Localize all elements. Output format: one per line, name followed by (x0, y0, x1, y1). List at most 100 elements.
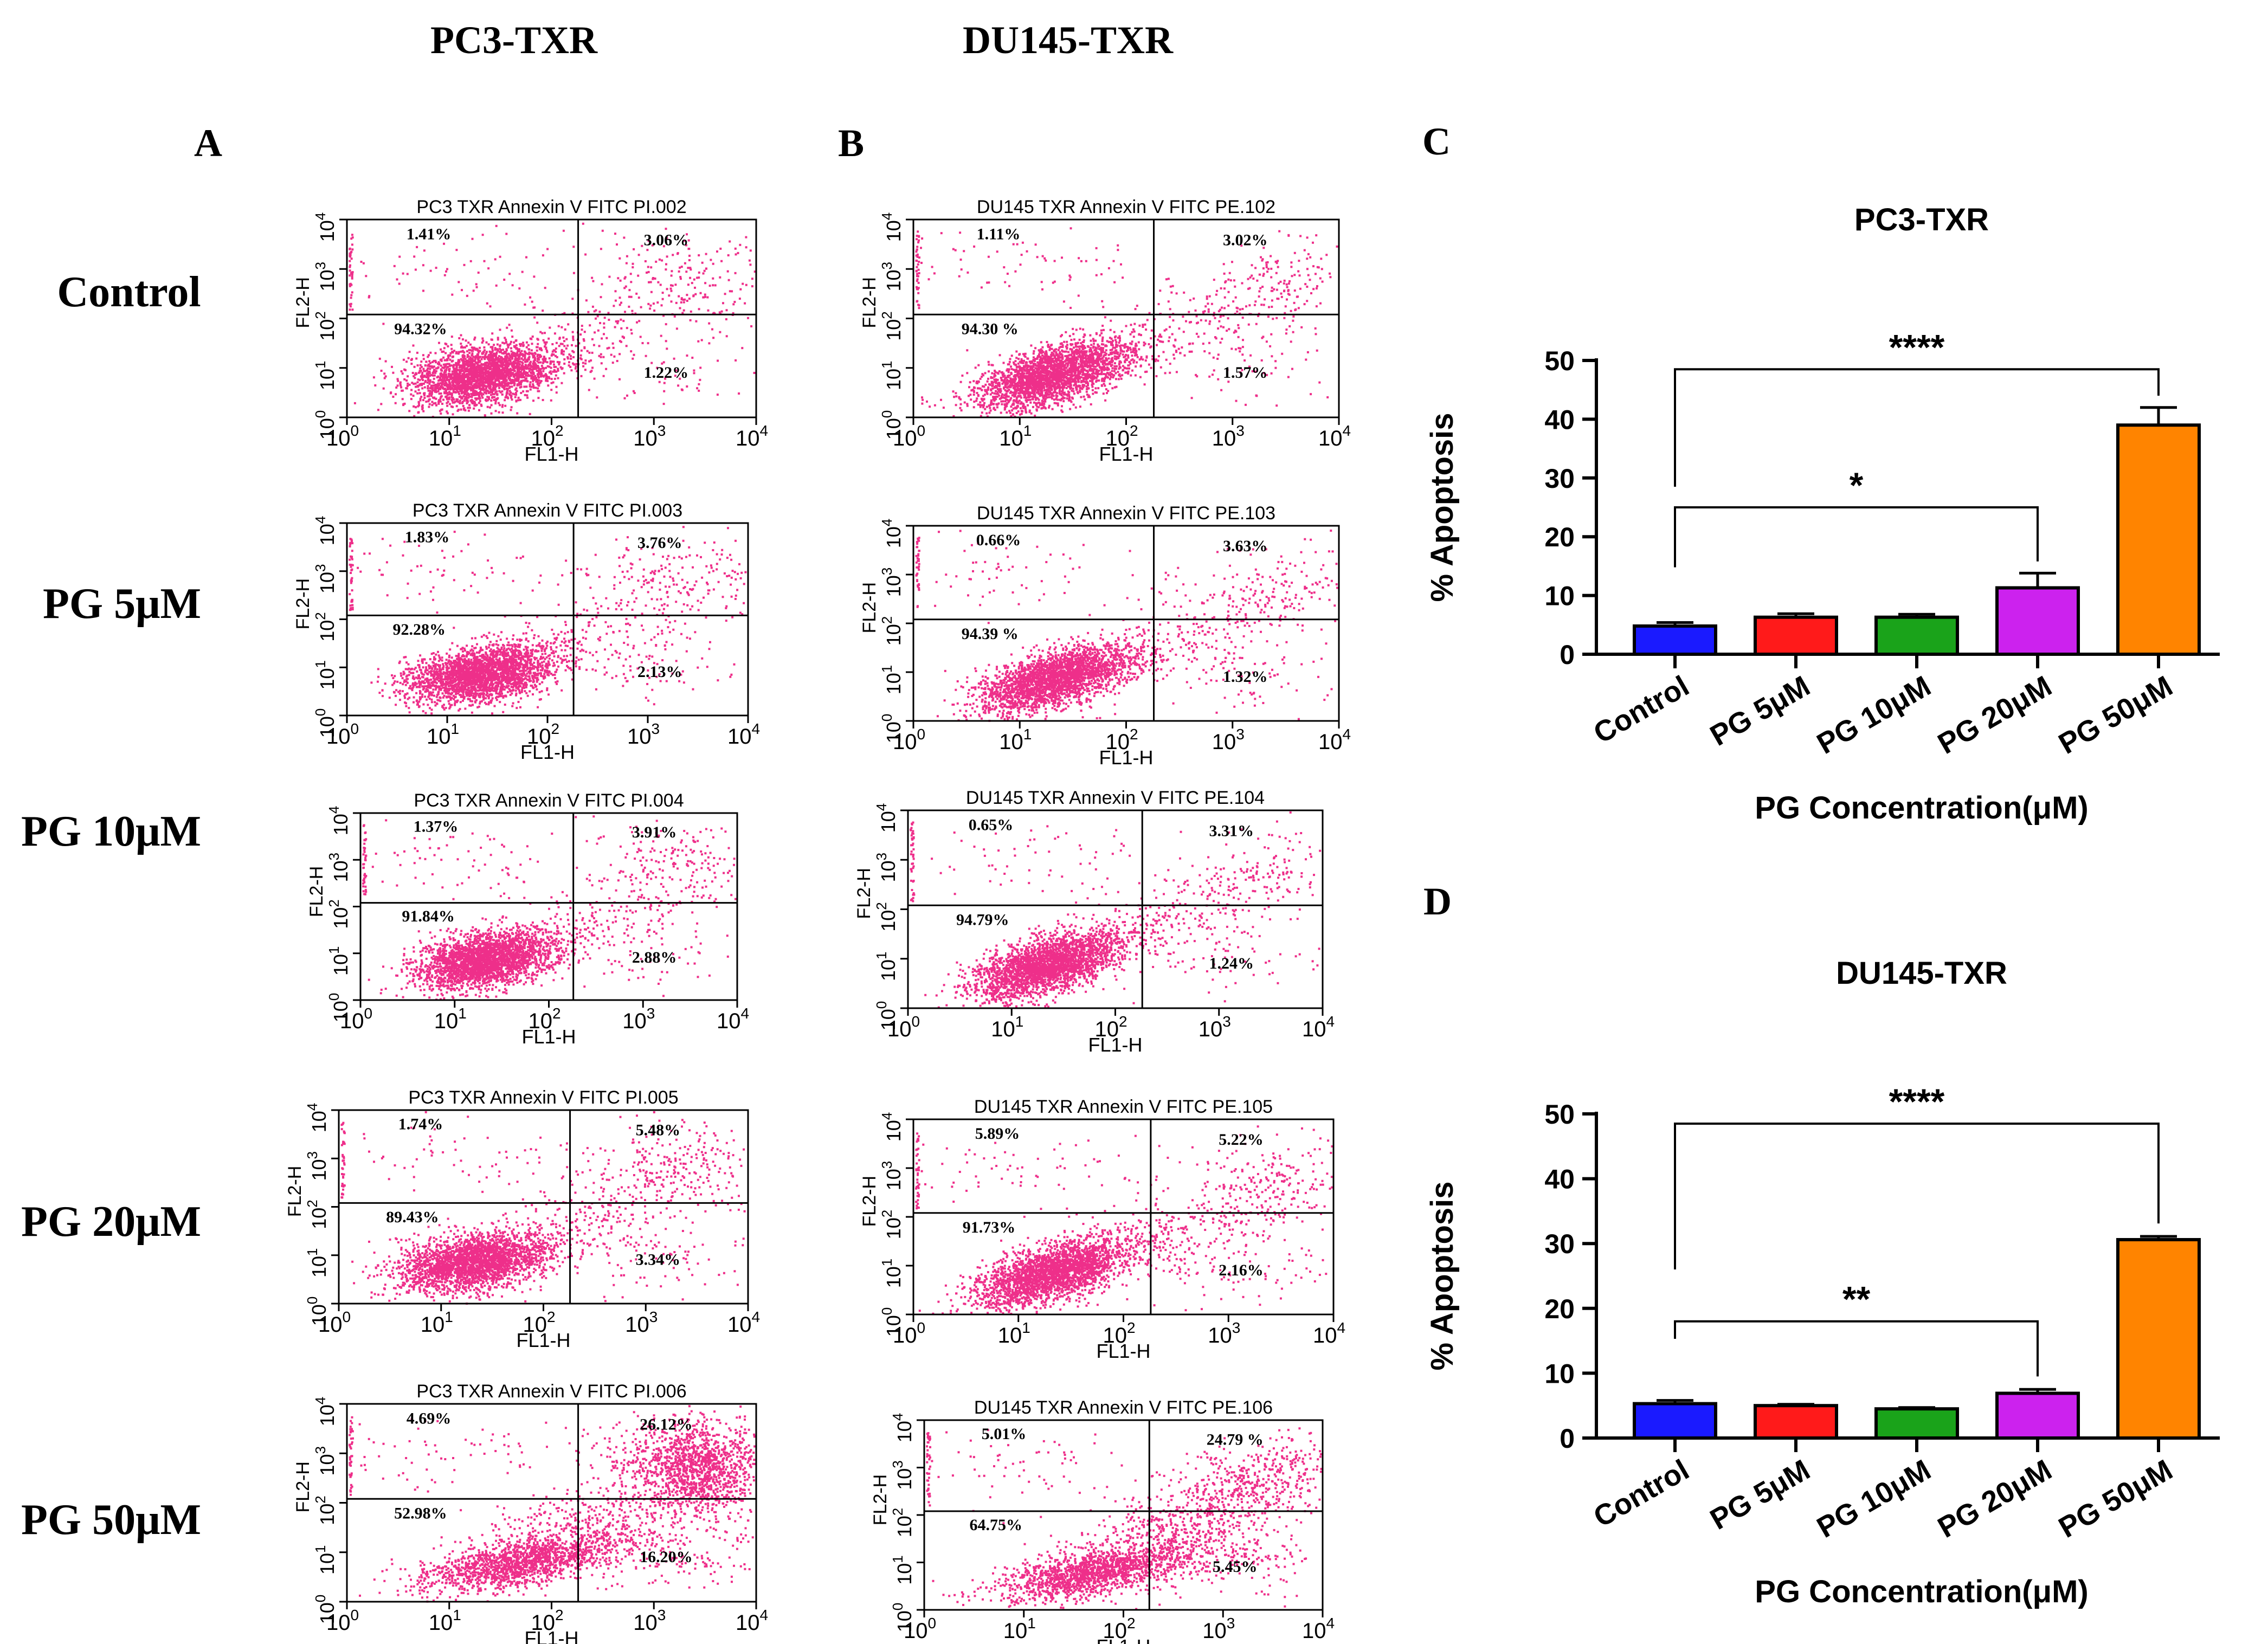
y-tick-label: 104 (304, 1103, 330, 1133)
x-tick-exponent: 0 (917, 422, 925, 439)
quadrant-lower-left: 94.39 % (962, 625, 1019, 643)
x-tick-label: 103 (627, 720, 660, 749)
quadrant-lower-left: 94.30 % (962, 320, 1019, 338)
y-tick-exponent: 3 (879, 1161, 895, 1169)
x-tick-exponent: 4 (759, 1607, 768, 1623)
x-tick-exponent: 3 (649, 1308, 658, 1325)
column-title-du145: DU145-TXR (963, 18, 1174, 62)
x-tick-label: 101 (429, 1607, 461, 1635)
x-tick-exponent: 1 (1023, 422, 1032, 439)
y-tick-label: 101 (312, 1545, 338, 1575)
quadrant-upper-right: 3.91% (632, 823, 677, 841)
y-tick-label: 102 (312, 311, 338, 341)
quadrant-upper-right: 3.31% (1209, 822, 1254, 840)
x-tick-label: 101 (999, 726, 1032, 754)
flow-frame (912, 525, 1340, 722)
x-tick-exponent: 3 (1236, 726, 1245, 743)
row-label-pg50: PG 50μM (21, 1496, 201, 1544)
quadrant-lower-left: 91.73% (963, 1219, 1016, 1236)
x-tick-exponent: 2 (1127, 1319, 1136, 1336)
flow-frame (923, 1419, 1324, 1611)
x-axis-label: FL1-H (521, 1026, 576, 1048)
y-tick-exponent: 0 (312, 1595, 328, 1602)
x-tick-label: 103 (622, 1005, 655, 1033)
y-tick-label: 30 (1544, 1229, 1575, 1259)
x-axis-label: FL1-H (1096, 1340, 1150, 1362)
y-tick-label: 101 (304, 1248, 330, 1278)
x-tick-label: 101 (991, 1013, 1023, 1041)
y-tick-exponent: 2 (890, 1508, 906, 1516)
y-tick-label: 10 (1544, 581, 1575, 611)
flow-plot-title: PC3 TXR Annexin V FITC PI.006 (416, 1381, 686, 1402)
y-tick-exponent: 3 (312, 564, 328, 571)
x-tick-label: 104 (736, 422, 768, 450)
significance-label: **** (1889, 327, 1945, 367)
x-axis-label: PG Concentration(μM) (1755, 1574, 2088, 1609)
flow-frame (346, 522, 749, 717)
y-tick-exponent: 0 (873, 1001, 890, 1009)
flow-plot-title: DU145 TXR Annexin V FITC PE.102 (977, 197, 1275, 217)
x-tick-label: 104 (1318, 726, 1351, 754)
quadrant-lower-left: 94.32% (394, 320, 447, 338)
quadrant-upper-left: 1.11% (977, 225, 1021, 243)
y-tick-label: 103 (312, 262, 338, 292)
quadrant-lower-left: 92.28% (392, 621, 446, 639)
x-tick-label: 100 (326, 720, 359, 749)
x-tick-exponent: 1 (1027, 1615, 1036, 1632)
flow-plot-title: PC3 TXR Annexin V FITC PI.003 (413, 500, 682, 521)
y-tick-label: 10 (1544, 1358, 1575, 1389)
quadrant-upper-right: 5.22% (1219, 1131, 1264, 1149)
flow-dots (926, 1427, 1323, 1610)
quadrant-lower-left: 52.98% (394, 1505, 447, 1523)
x-axis-label: FL1-H (1096, 1635, 1150, 1644)
chart-title: DU145-TXR (1836, 956, 2007, 991)
y-tick-exponent: 4 (304, 1103, 320, 1111)
x-tick-exponent: 0 (917, 726, 925, 743)
y-tick-label: 103 (879, 1161, 905, 1191)
x-tick-label: 104 (1318, 422, 1351, 450)
x-tick-label: 101 (427, 720, 459, 749)
quadrant-upper-right: 5.48% (636, 1121, 681, 1139)
y-tick-label: 30 (1544, 463, 1575, 494)
x-tick-exponent: 2 (1130, 726, 1138, 743)
quadrant-upper-right: 3.06% (644, 231, 689, 249)
quadrant-lower-right: 2.88% (632, 949, 677, 966)
flow-dots (362, 815, 737, 1001)
y-tick-label: 101 (879, 665, 905, 695)
y-tick-exponent: 2 (312, 1495, 328, 1503)
x-tick-exponent: 3 (651, 720, 660, 737)
x-tick-exponent: 4 (1337, 1319, 1345, 1336)
y-tick-label: 50 (1544, 346, 1575, 376)
y-tick-exponent: 4 (312, 516, 328, 524)
x-tick-exponent: 1 (1023, 726, 1032, 743)
x-tick-exponent: 2 (555, 1607, 564, 1623)
x-tick-label: 101 (421, 1308, 453, 1337)
bar (1633, 624, 1717, 656)
y-tick-exponent: 4 (312, 1397, 328, 1404)
x-tick-label: 101 (999, 422, 1032, 450)
quadrant-lower-right: 1.24% (1209, 955, 1254, 972)
y-tick-label: 104 (890, 1413, 916, 1443)
x-tick-exponent: 0 (917, 1319, 925, 1336)
x-tick-label: PG 10μM (1812, 1453, 1936, 1544)
x-tick-exponent: 3 (1232, 1319, 1241, 1336)
flow-dots (349, 526, 747, 715)
y-tick-exponent: 1 (304, 1248, 320, 1255)
x-axis-label: FL1-H (1099, 443, 1153, 465)
y-tick-label: 50 (1544, 1099, 1575, 1130)
y-tick-exponent: 4 (879, 519, 895, 526)
x-tick-label: 101 (998, 1319, 1030, 1348)
significance-label: ** (1842, 1279, 1871, 1319)
x-tick-label: 101 (429, 422, 461, 450)
y-axis-label: % Apoptosis (1425, 412, 1460, 602)
y-axis-label: FL2-H (285, 1166, 305, 1217)
panel-label-a: A (194, 121, 222, 165)
x-tick-exponent: 4 (759, 422, 768, 439)
